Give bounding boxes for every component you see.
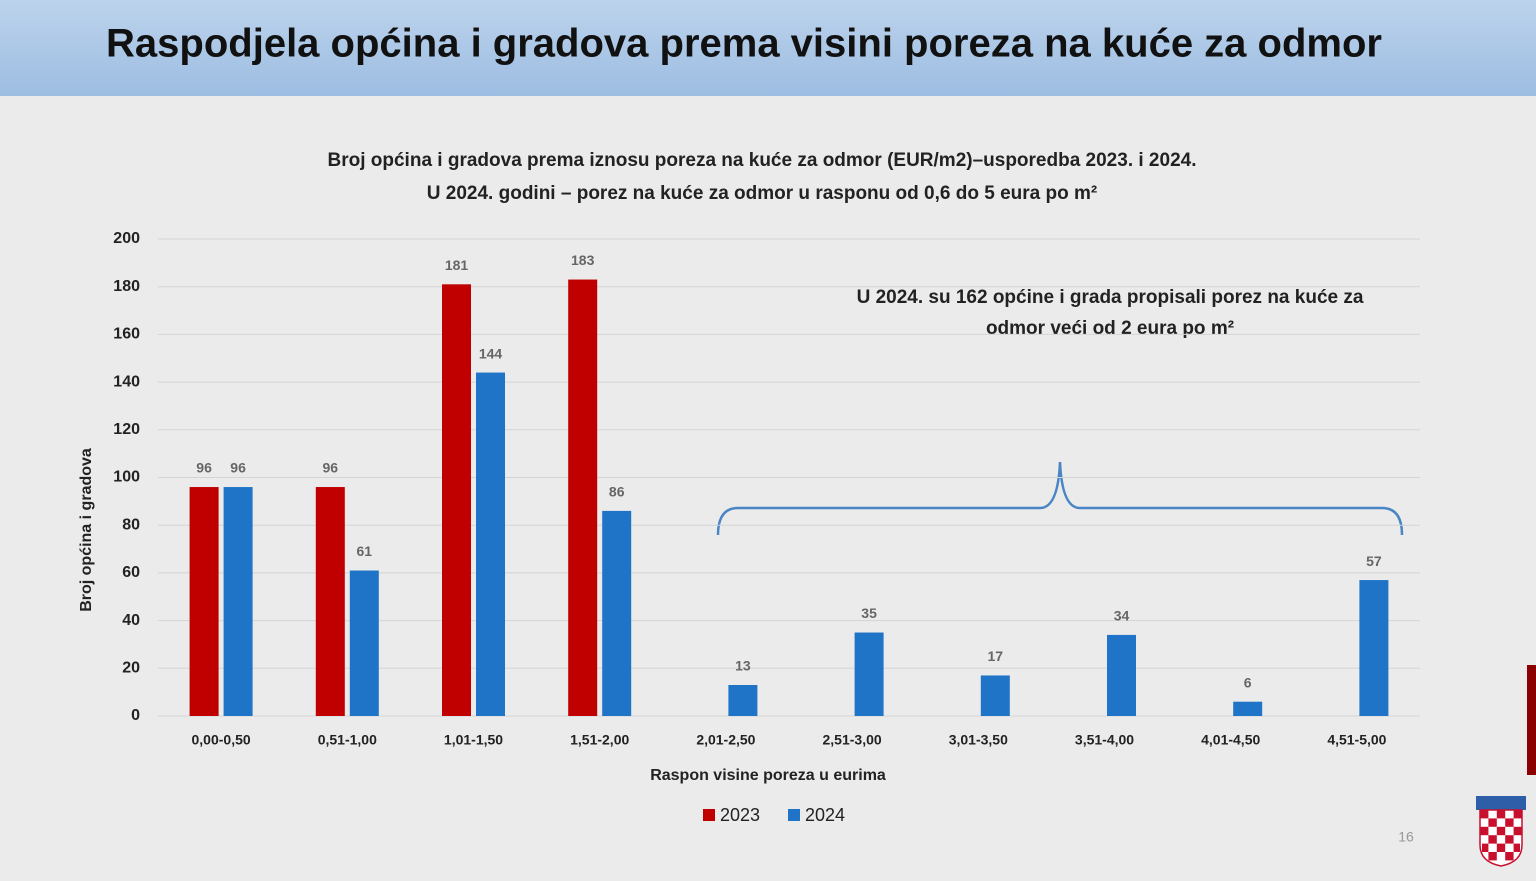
x-tick-label: 4,51-5,00 — [1327, 732, 1386, 748]
annotation: U 2024. su 162 općine i grada propisali … — [857, 287, 1364, 308]
legend-label: 2023 — [720, 805, 760, 825]
data-label: 96 — [196, 460, 212, 476]
data-label: 35 — [861, 605, 877, 621]
data-label: 96 — [230, 460, 246, 476]
y-tick-label: 0 — [131, 707, 140, 724]
y-tick-label: 20 — [122, 660, 140, 677]
header-band — [0, 0, 1536, 96]
data-label: 17 — [988, 648, 1004, 664]
edge-marker — [1527, 665, 1536, 775]
bar — [223, 487, 253, 716]
bar — [1359, 580, 1389, 716]
data-label: 57 — [1366, 553, 1382, 569]
chart-subtitle: U 2024. godini – porez na kuće za odmor … — [427, 183, 1097, 204]
x-axis-label: Raspon visine poreza u eurima — [650, 767, 886, 784]
legend-label: 2024 — [805, 805, 845, 825]
x-tick-label: 1,51-2,00 — [570, 732, 629, 748]
y-tick-label: 40 — [122, 612, 140, 629]
data-label: 181 — [445, 257, 469, 273]
y-tick-label: 180 — [113, 278, 140, 295]
bar — [442, 284, 471, 716]
annotation: odmor veći od 2 eura po m² — [986, 318, 1234, 339]
bar — [476, 372, 505, 716]
y-tick-label: 160 — [113, 326, 140, 343]
chart-title: Broj općina i gradova prema iznosu porez… — [328, 150, 1197, 171]
y-tick-label: 80 — [122, 516, 140, 533]
y-axis-label: Broj općina i gradova — [78, 448, 95, 612]
data-label: 144 — [479, 345, 503, 361]
data-label: 96 — [323, 460, 339, 476]
coat-of-arms — [1476, 796, 1526, 867]
y-tick-label: 60 — [122, 564, 140, 581]
x-tick-label: 1,01-1,50 — [444, 732, 503, 748]
legend-swatch — [703, 809, 715, 821]
page-number: 16 — [1398, 829, 1414, 845]
bar — [189, 487, 219, 716]
slide-title: Raspodjela općina i gradova prema visini… — [106, 22, 1382, 66]
data-label: 61 — [357, 543, 373, 559]
x-tick-label: 3,51-4,00 — [1075, 732, 1134, 748]
bracket — [716, 461, 1404, 536]
x-tick-label: 2,01-2,50 — [696, 732, 755, 748]
bar — [980, 675, 1010, 716]
data-label: 34 — [1114, 608, 1130, 624]
bar — [602, 510, 632, 716]
x-tick-label: 2,51-3,00 — [823, 732, 882, 748]
bar — [568, 279, 598, 716]
bar — [854, 632, 884, 716]
bar — [315, 487, 345, 716]
data-label: 6 — [1244, 674, 1252, 690]
legend-swatch — [788, 809, 800, 821]
y-tick-label: 120 — [113, 421, 140, 438]
x-tick-label: 4,01-4,50 — [1201, 732, 1260, 748]
bar — [1233, 701, 1263, 716]
x-tick-label: 0,00-0,50 — [192, 732, 251, 748]
bar — [349, 570, 379, 716]
y-tick-label: 140 — [113, 373, 140, 390]
bar — [1107, 634, 1136, 716]
x-tick-label: 0,51-1,00 — [318, 732, 377, 748]
data-label: 183 — [571, 252, 595, 268]
data-label: 86 — [609, 484, 625, 500]
x-tick-label: 3,01-3,50 — [949, 732, 1008, 748]
bar — [728, 684, 758, 716]
data-label: 13 — [735, 658, 751, 674]
y-tick-label: 200 — [113, 230, 140, 247]
y-tick-label: 100 — [113, 469, 140, 486]
